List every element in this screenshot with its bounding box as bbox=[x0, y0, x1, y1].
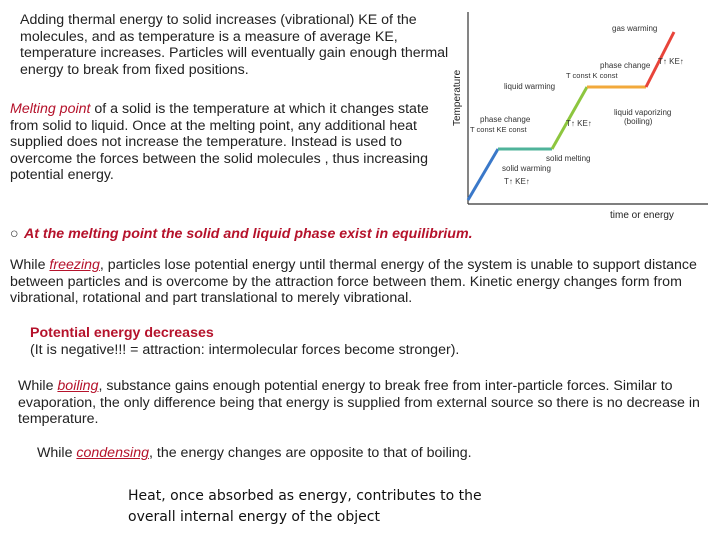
label-phase-change-2-sub: T const K const bbox=[566, 71, 618, 80]
label-gas-warming: gas warming bbox=[612, 24, 657, 33]
heating-curve-chart: Temperature time or energy gas warming T… bbox=[452, 12, 708, 220]
freezing-paragraph: While freezing, particles lose potential… bbox=[10, 257, 710, 307]
segment-liquid-warming bbox=[550, 86, 589, 150]
boiling-pre: While bbox=[18, 378, 58, 394]
condensing-term: condensing bbox=[76, 445, 149, 461]
freezing-text: , particles lose potential energy until … bbox=[10, 257, 697, 307]
condensing-paragraph: While condensing, the energy changes are… bbox=[37, 445, 657, 462]
equilibrium-bullet: ○ At the melting point the solid and liqu… bbox=[10, 226, 610, 243]
label-phase-change-1: phase change bbox=[480, 115, 531, 124]
label-t-ke-up-3: T↑ KE↑ bbox=[658, 57, 684, 66]
melting-point-paragraph: Melting point of a solid is the temperat… bbox=[10, 101, 460, 184]
boiling-text: , substance gains enough potential energ… bbox=[18, 378, 700, 428]
freezing-term: freezing bbox=[49, 257, 100, 273]
label-liquid-vaporizing: liquid vaporizing bbox=[614, 108, 671, 117]
label-solid-melting: solid melting bbox=[546, 154, 590, 163]
segment-solid-warming bbox=[466, 148, 500, 201]
label-phase-change-2: phase change bbox=[600, 61, 651, 70]
potential-energy-note: Potential energy decreases (It is negati… bbox=[30, 325, 630, 358]
segment-gas-warming bbox=[644, 31, 676, 88]
label-phase-change-1-sub: T const KE const bbox=[470, 125, 527, 134]
melting-point-text: of a solid is the temperature at which i… bbox=[10, 101, 429, 184]
condensing-text: , the energy changes are opposite to tha… bbox=[149, 445, 472, 461]
potential-energy-title: Potential energy decreases bbox=[30, 325, 214, 341]
bullet-marker: ○ bbox=[10, 226, 19, 242]
intro-paragraph: Adding thermal energy to solid increases… bbox=[20, 12, 449, 78]
melting-point-term: Melting point bbox=[10, 101, 91, 117]
x-axis-label: time or energy bbox=[610, 210, 674, 220]
label-t-ke-up-2: T↑ KE↑ bbox=[566, 119, 592, 128]
potential-energy-remark: (It is negative!!! = attraction: intermo… bbox=[30, 341, 460, 358]
label-boiling: (boiling) bbox=[624, 117, 653, 126]
condensing-pre: While bbox=[37, 445, 77, 461]
y-axis-label: Temperature bbox=[452, 69, 463, 126]
label-t-ke-up-1: T↑ KE↑ bbox=[504, 177, 530, 186]
label-liquid-warming: liquid warming bbox=[504, 82, 555, 91]
freezing-pre: While bbox=[10, 257, 50, 273]
boiling-term: boiling bbox=[57, 378, 99, 394]
equilibrium-text: At the melting point the solid and liqui… bbox=[24, 226, 473, 242]
boiling-paragraph: While boiling, substance gains enough po… bbox=[18, 378, 708, 428]
summary-paragraph: Heat, once absorbed as energy, contribut… bbox=[128, 488, 482, 525]
label-solid-warming: solid warming bbox=[502, 164, 551, 173]
